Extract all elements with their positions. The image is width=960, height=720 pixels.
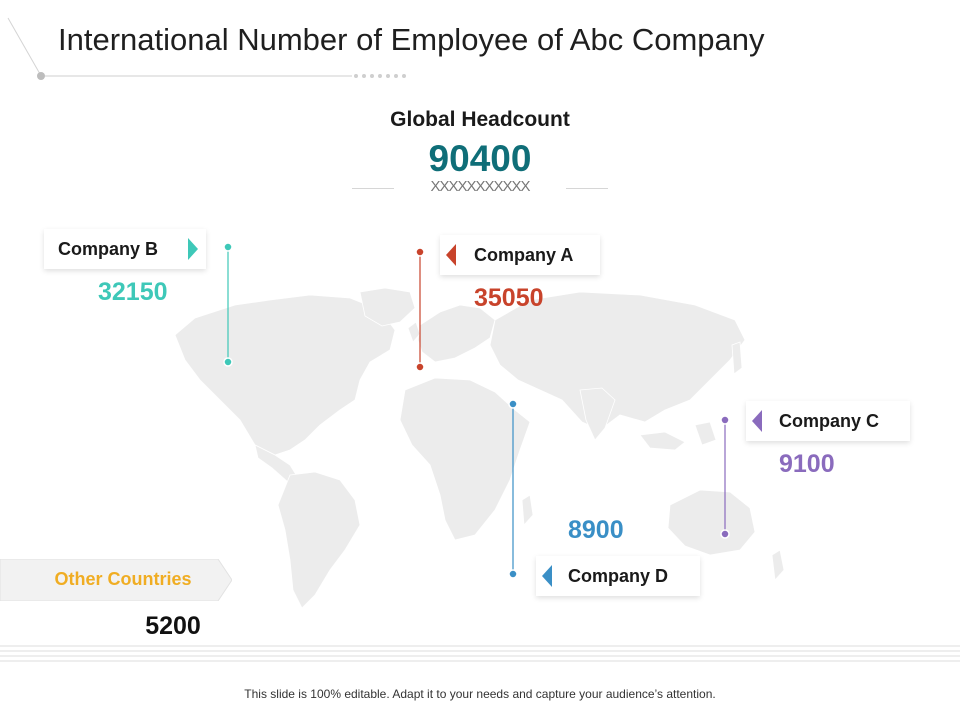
world-map [174,287,785,609]
dot-company-d-top [508,399,518,409]
footer-note: This slide is 100% editable. Adapt it to… [244,687,716,701]
company-a-value: 35050 [474,284,544,312]
dot-company-b-bottom [223,357,233,367]
company-d-label: Company D [568,566,669,586]
company-d-value: 8900 [568,516,624,544]
company-c-label: Company C [779,411,880,431]
company-b-value: 32150 [98,278,168,306]
dot-company-a-bottom [415,362,425,372]
company-d-chevron-icon [542,565,552,587]
company-c-value: 9100 [779,450,835,478]
company-b-label: Company B [58,239,159,259]
footer-lines [0,645,960,662]
company-a-label: Company A [474,245,574,265]
dot-company-b-top [223,242,233,252]
company-a-chevron-icon [446,244,456,266]
dot-company-c-bottom [720,529,730,539]
slide-title: International Number of Employee of Abc … [58,22,765,57]
headcount-rule-left [352,188,394,189]
headcount-placeholder: XXXXXXXXXXX [430,178,530,195]
company-d-tab [536,556,700,596]
company-b-chevron-icon [188,238,198,260]
dot-company-a-top [415,247,425,257]
other-countries-tab [0,559,232,601]
dot-company-d-bottom [508,569,518,579]
company-b-tab [44,229,206,269]
company-c-chevron-icon [752,410,762,432]
company-a-tab [440,235,600,275]
headcount-value: 90400 [428,138,532,179]
dot-company-c-top [720,415,730,425]
other-countries-value: 5200 [145,612,201,640]
title-decoration [7,17,406,80]
headcount-label: Global Headcount [390,108,570,131]
headcount-rule-right [566,188,608,189]
other-countries-label: Other Countries [54,569,192,589]
company-c-tab [746,401,910,441]
